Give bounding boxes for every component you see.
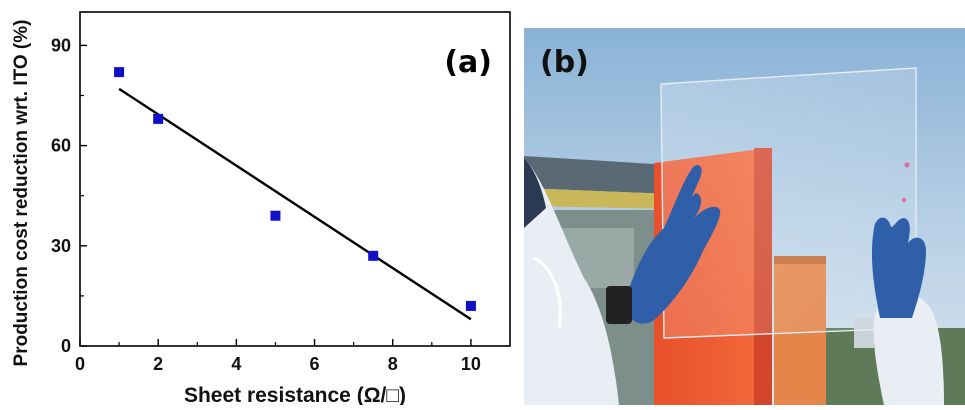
- x-tick-label: 4: [231, 354, 241, 374]
- photo-transparent-electrode-icon: (b): [524, 28, 965, 405]
- fit-line-layer: [118, 87, 472, 321]
- x-axis-label: Sheet resistance (Ω/□): [184, 384, 406, 405]
- panel-b-label: (b): [540, 45, 589, 80]
- data-point: [270, 210, 281, 221]
- y-tick-label: 90: [51, 35, 71, 55]
- panel-a-label: (a): [444, 45, 492, 80]
- photo-panel-b: (b): [524, 28, 965, 405]
- y-tick-label: 30: [51, 236, 71, 256]
- x-tick-label: 10: [461, 354, 481, 374]
- data-point: [368, 250, 379, 261]
- data-points-layer: [114, 67, 476, 311]
- axis-tick-labels: 0 2 4 6 8 10 0 30 60 90: [51, 35, 481, 374]
- x-tick-label: 6: [310, 354, 320, 374]
- linear-fit-line: [118, 87, 472, 321]
- data-point: [465, 300, 476, 311]
- y-tick-label: 0: [61, 336, 71, 356]
- x-tick-label: 8: [388, 354, 398, 374]
- data-point: [153, 113, 164, 124]
- plot-frame: [79, 11, 511, 347]
- x-tick-label: 2: [153, 354, 163, 374]
- scatter-chart: 0 2 4 6 8 10 0 30 60 90 Sheet resistance (Ω/□) Pr…: [11, 11, 511, 407]
- y-tick-label: 60: [51, 136, 71, 156]
- axis-ticks: [79, 44, 472, 347]
- data-point: [114, 67, 125, 78]
- y-axis-label: Production cost reduction wrt. ITO (%): [11, 20, 32, 367]
- chart-panel-a: 0 2 4 6 8 10 0 30 60 90 Sheet resistance (Ω/□) Pr…: [11, 11, 511, 407]
- x-tick-label: 0: [75, 354, 85, 374]
